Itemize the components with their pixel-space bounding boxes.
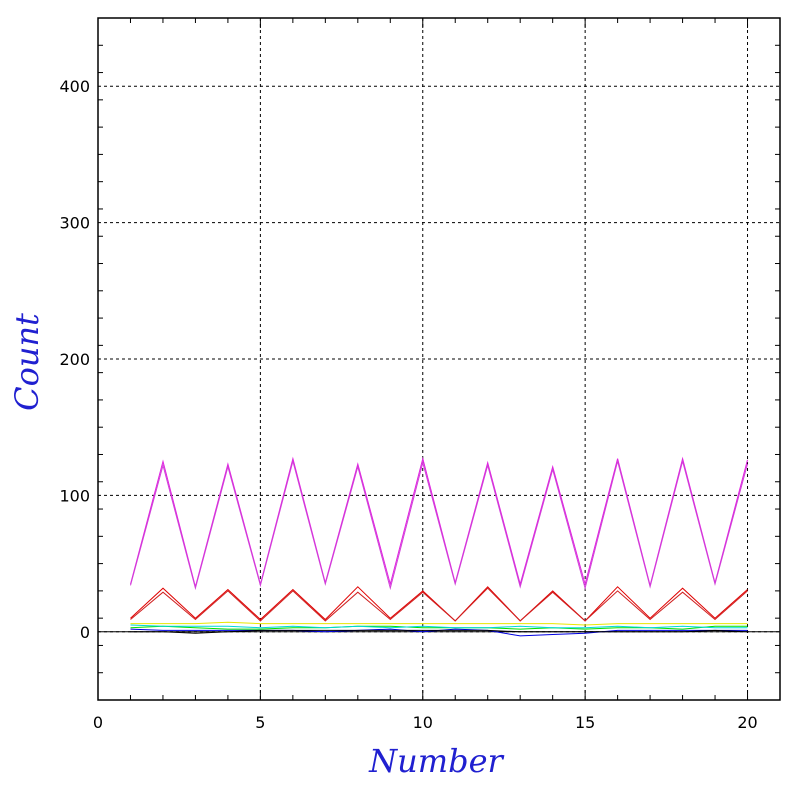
axes xyxy=(97,17,781,701)
series-line-4 xyxy=(130,587,748,622)
plot-frame xyxy=(97,17,781,701)
x-tick-label: 15 xyxy=(575,713,595,732)
x-tick-label: 20 xyxy=(737,713,757,732)
y-tick-label: 100 xyxy=(59,486,90,505)
y-axis-title: Count xyxy=(8,313,46,411)
x-tick-label: 10 xyxy=(413,713,433,732)
grid xyxy=(98,18,780,700)
series-line-2 xyxy=(130,459,748,591)
series-line-9 xyxy=(130,629,748,634)
x-tick-label: 0 xyxy=(93,713,103,732)
x-tick-label: 5 xyxy=(255,713,265,732)
series-line-7 xyxy=(130,624,748,629)
y-tick-label: 200 xyxy=(59,350,90,369)
series-group xyxy=(130,456,748,637)
series-line-5 xyxy=(130,621,748,626)
y-tick-label: 400 xyxy=(59,77,90,96)
y-tick-label: 0 xyxy=(80,623,90,642)
y-tick-label: 300 xyxy=(59,214,90,233)
x-axis-title: Number xyxy=(368,742,504,780)
